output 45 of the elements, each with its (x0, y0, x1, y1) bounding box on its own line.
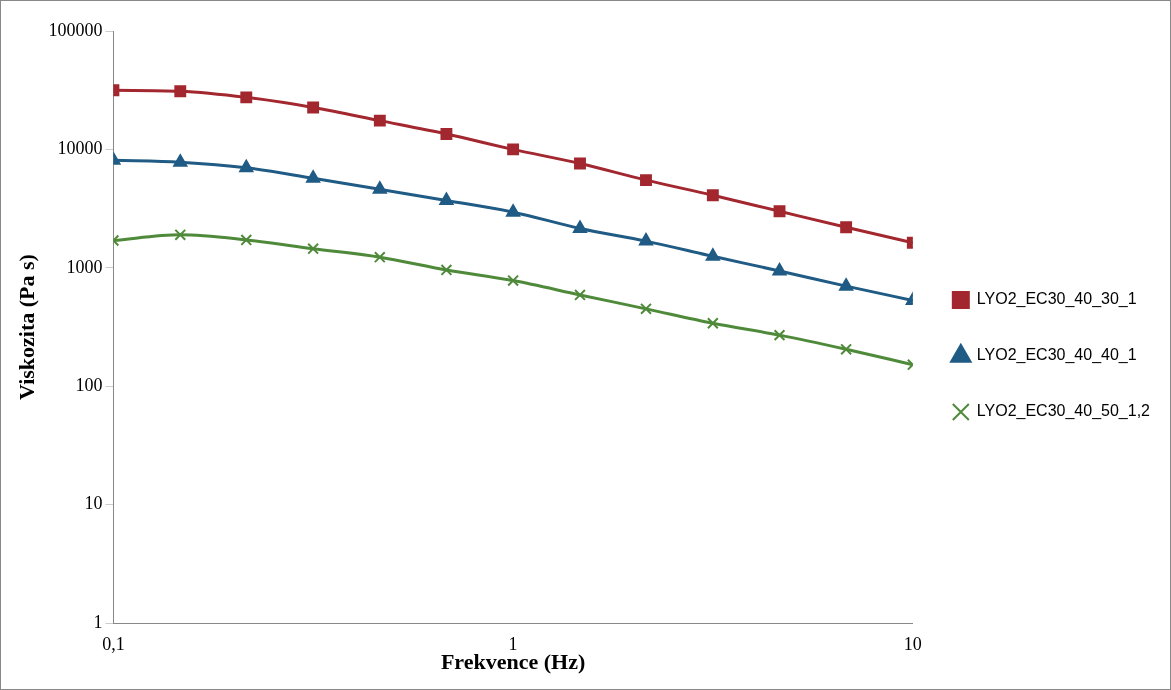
y-tick-label: 10000 (57, 138, 103, 159)
point (574, 157, 586, 170)
point (773, 205, 786, 218)
point (240, 91, 253, 104)
legend-label: LYO2_EC30_40_30_1 (976, 290, 1137, 309)
point (574, 288, 586, 301)
y-axis-title: Viskozita (Pa s) (13, 254, 39, 400)
point (840, 343, 853, 356)
y-tick-label: 10 (84, 493, 103, 514)
point (773, 329, 786, 342)
point (373, 251, 386, 264)
point (507, 274, 520, 287)
point (174, 228, 187, 241)
x-tick-label: 0,1 (102, 633, 125, 654)
y-tick-label: 100000 (48, 19, 103, 40)
point (440, 128, 453, 140)
point (840, 221, 853, 234)
point (307, 242, 320, 255)
point (440, 263, 453, 276)
point (439, 192, 454, 206)
point (638, 233, 654, 246)
point (706, 317, 719, 330)
y-tick-label: 1000 (66, 256, 103, 277)
point (372, 181, 387, 194)
point (640, 174, 652, 187)
point (772, 262, 787, 276)
point (640, 302, 652, 315)
point (506, 204, 521, 217)
point (507, 143, 520, 156)
point (373, 114, 386, 127)
x-tick-label: 10 (903, 633, 922, 654)
y-tick-label: 1 (93, 611, 103, 632)
point (705, 248, 720, 261)
point (839, 278, 854, 291)
point (706, 189, 719, 202)
point (307, 101, 320, 114)
point (240, 233, 253, 246)
point (239, 159, 254, 173)
legend-label: LYO2_EC30_40_50_1,2 (976, 402, 1151, 421)
point (572, 220, 588, 233)
point (174, 85, 187, 98)
legend-label: LYO2_EC30_40_40_1 (976, 346, 1137, 365)
y-tick-label: 100 (75, 374, 103, 395)
point (173, 154, 188, 167)
point (306, 170, 321, 183)
